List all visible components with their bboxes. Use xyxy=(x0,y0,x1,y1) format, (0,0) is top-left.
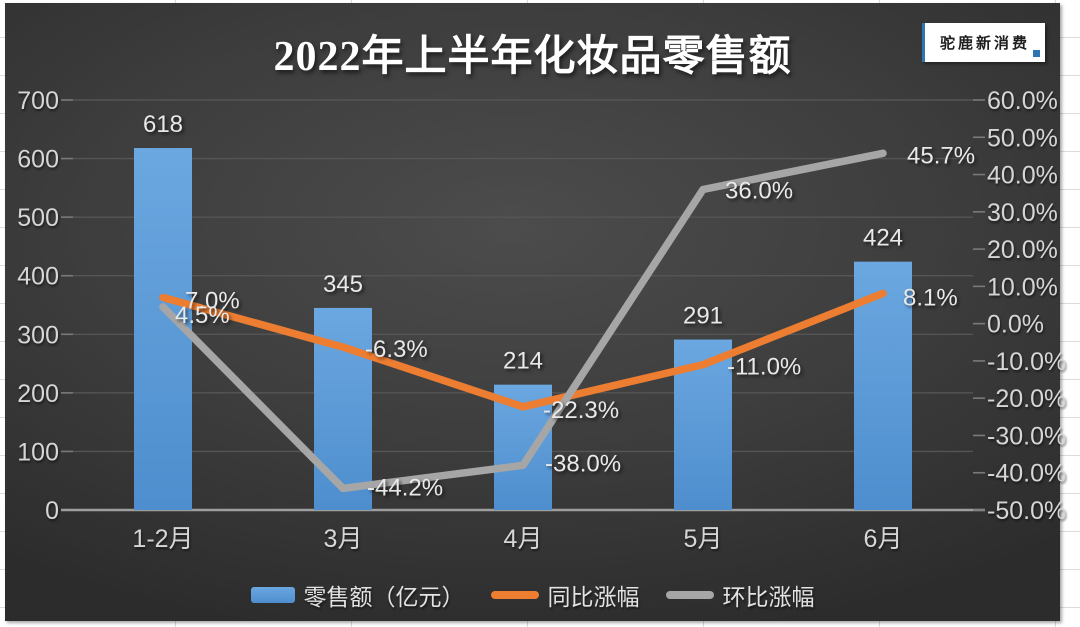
x-axis-category-label: 1-2月 xyxy=(132,525,193,553)
legend-item-retail: 零售额（亿元） xyxy=(250,578,465,612)
line-series xyxy=(159,149,887,493)
bar-value-label: 618 xyxy=(143,111,183,138)
left-axis-tick-label: 400 xyxy=(17,263,59,291)
right-axis-tick-label: -20.0% xyxy=(987,385,1066,413)
left-axis-tick-label: 500 xyxy=(17,204,59,232)
mom-point-label: -38.0% xyxy=(545,450,621,477)
legend-label: 环比涨幅 xyxy=(722,585,815,610)
chart-title: 2022年上半年化妆品零售额 xyxy=(273,34,792,80)
bar-value-label: 345 xyxy=(323,271,363,298)
right-axis-tick-label: 20.0% xyxy=(987,236,1058,264)
mom-point-label: -44.2% xyxy=(367,474,443,501)
left-axis-tick-label: 0 xyxy=(45,497,59,525)
mom-growth-line xyxy=(159,149,887,493)
brand-badge: 驼鹿新消费 xyxy=(922,23,1045,62)
left-axis-tick-label: 700 xyxy=(17,87,59,115)
yoy-growth-line xyxy=(159,289,887,411)
bar-value-label: 291 xyxy=(683,303,723,330)
legend-label: 同比涨幅 xyxy=(547,585,640,610)
right-axis-tick-label: -10.0% xyxy=(987,348,1066,376)
x-axis-category-label: 4月 xyxy=(504,525,543,553)
x-axis-category-label: 6月 xyxy=(864,525,903,553)
bar-value-label: 424 xyxy=(863,225,903,252)
legend-item-mom: 环比涨幅 xyxy=(665,578,815,612)
legend-label: 零售额（亿元） xyxy=(303,585,465,610)
yoy-point-label: 7.0% xyxy=(185,288,240,315)
legend-swatch-bar xyxy=(250,587,295,603)
right-axis-tick-label: -50.0% xyxy=(987,497,1066,525)
right-axis-tick-label: 40.0% xyxy=(987,162,1058,190)
yoy-point-label: -11.0% xyxy=(727,354,801,381)
right-axis-tick-label: 60.0% xyxy=(987,87,1058,115)
legend-swatch-mom-line xyxy=(665,591,714,599)
chart-legend: 零售额（亿元） 同比涨幅 环比涨幅 xyxy=(5,577,1060,613)
legend-item-yoy: 同比涨幅 xyxy=(490,578,640,612)
right-axis-tick-label: 10.0% xyxy=(987,273,1058,301)
x-axis-category-label: 5月 xyxy=(684,525,723,553)
data-labels: 618 345 214 291 424 7.0% -6.3% -22.3% -11.0% 8.1%… xyxy=(143,111,975,501)
mom-point-label: 36.0% xyxy=(725,177,793,204)
left-axis-tick-label: 600 xyxy=(17,146,59,174)
brand-badge-label: 驼鹿新消费 xyxy=(939,35,1030,52)
yoy-point-label: 8.1% xyxy=(903,284,958,311)
yoy-point-label: -6.3% xyxy=(365,336,428,363)
left-axis-tick-label: 100 xyxy=(17,438,59,466)
bar-value-label: 214 xyxy=(503,348,543,375)
right-axis-tick-label: 30.0% xyxy=(987,199,1058,227)
axis-labels: 0 100 200 300 400 500 600 700 60.0% 50.0% 40.0% 30.… xyxy=(17,87,1066,553)
right-axis-tick-label: -30.0% xyxy=(987,422,1066,450)
mom-point-label: 4.5% xyxy=(175,302,230,329)
left-axis-tick-label: 200 xyxy=(17,380,59,408)
mom-point-label: 45.7% xyxy=(907,142,975,169)
legend-swatch-yoy-line xyxy=(490,591,539,599)
yoy-point-label: -22.3% xyxy=(543,397,619,424)
left-axis-tick-label: 300 xyxy=(17,321,59,349)
right-axis-tick-label: 50.0% xyxy=(987,124,1058,152)
badge-corner-icon xyxy=(1033,50,1040,57)
right-axis-tick-label: 0.0% xyxy=(987,311,1044,339)
x-axis-category-label: 3月 xyxy=(324,525,363,553)
right-axis-tick-label: -40.0% xyxy=(987,460,1066,488)
